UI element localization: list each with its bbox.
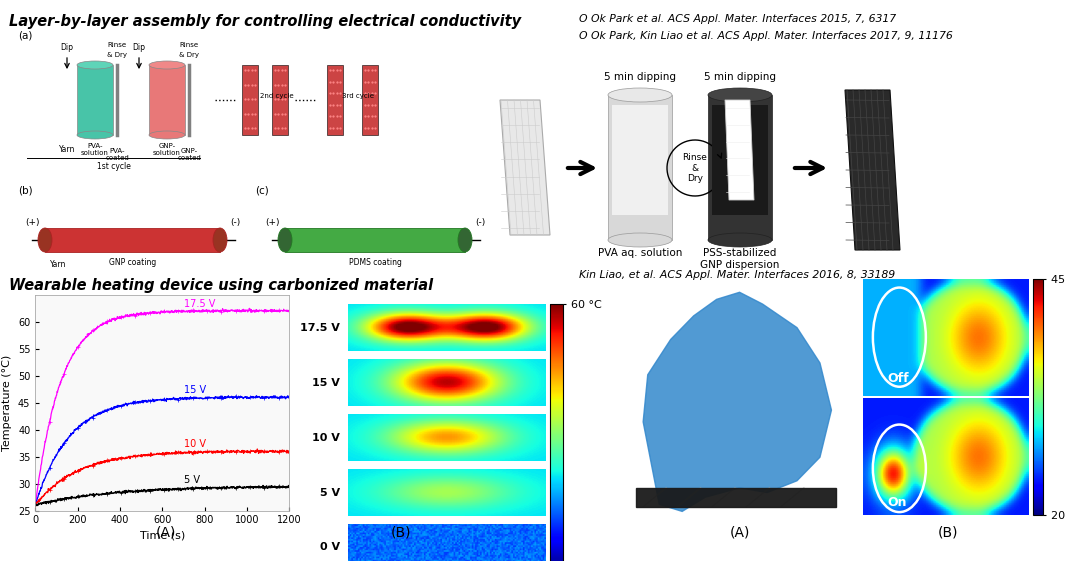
Bar	[612, 105, 668, 215]
Text: Yarn: Yarn	[50, 260, 66, 269]
Ellipse shape	[608, 88, 672, 102]
Polygon shape	[845, 90, 900, 250]
Text: Kin Liao, et al. ACS Appl. Mater. Interfaces 2016, 8, 33189: Kin Liao, et al. ACS Appl. Mater. Interf…	[579, 270, 895, 280]
Y-axis label: Temperature (°C): Temperature (°C)	[2, 355, 13, 450]
Text: 15 V: 15 V	[312, 378, 340, 388]
Polygon shape	[725, 100, 754, 200]
Polygon shape	[500, 100, 550, 235]
Ellipse shape	[77, 61, 113, 69]
Bar	[362, 65, 378, 135]
Text: O Ok Park et al. ACS Appl. Mater. Interfaces 2015, 7, 6317: O Ok Park et al. ACS Appl. Mater. Interf…	[579, 14, 896, 24]
Text: Dip: Dip	[132, 43, 145, 52]
Text: (A): (A)	[729, 526, 751, 540]
Text: PVA-
solution: PVA- solution	[81, 143, 109, 156]
Text: 5 V: 5 V	[184, 475, 200, 485]
Ellipse shape	[150, 61, 185, 69]
Polygon shape	[643, 292, 831, 512]
Text: 17.5 V: 17.5 V	[184, 298, 215, 309]
Text: Rinse
&
Dry: Rinse & Dry	[682, 153, 707, 183]
Ellipse shape	[608, 233, 672, 247]
Polygon shape	[637, 488, 836, 507]
Text: PVA-
coated: PVA- coated	[105, 148, 129, 161]
Text: (B): (B)	[390, 526, 411, 540]
Ellipse shape	[77, 131, 113, 139]
Text: (-): (-)	[230, 218, 240, 227]
FancyBboxPatch shape	[77, 65, 113, 135]
Bar	[712, 105, 768, 215]
FancyBboxPatch shape	[708, 95, 772, 240]
Text: 0 V: 0 V	[320, 542, 340, 553]
Text: PDMS coating: PDMS coating	[348, 258, 402, 267]
Text: GNP coating: GNP coating	[109, 258, 157, 267]
Bar	[327, 65, 343, 135]
Text: (c): (c)	[255, 185, 269, 195]
Text: O Ok Park, Kin Liao et al. ACS Appl. Mater. Interfaces 2017, 9, 11176: O Ok Park, Kin Liao et al. ACS Appl. Mat…	[579, 31, 953, 41]
X-axis label: Time (s): Time (s)	[140, 531, 185, 541]
Text: & Dry: & Dry	[179, 52, 199, 58]
Bar	[272, 65, 288, 135]
Text: (B): (B)	[938, 526, 959, 540]
Text: 5 min dipping: 5 min dipping	[704, 72, 776, 82]
Text: 5 V: 5 V	[320, 488, 340, 498]
Ellipse shape	[150, 131, 185, 139]
Ellipse shape	[708, 88, 772, 102]
Text: 10 V: 10 V	[312, 433, 340, 443]
Text: Rinse: Rinse	[108, 42, 127, 48]
Text: 5 min dipping: 5 min dipping	[604, 72, 676, 82]
Text: Yarn: Yarn	[59, 145, 75, 154]
Ellipse shape	[38, 228, 52, 252]
Text: Off: Off	[888, 371, 909, 384]
Text: 1st cycle: 1st cycle	[97, 162, 131, 171]
Text: (+): (+)	[265, 218, 279, 227]
Text: 3rd cycle: 3rd cycle	[342, 93, 374, 99]
Ellipse shape	[708, 233, 772, 247]
Ellipse shape	[213, 228, 227, 252]
Text: (b): (b)	[18, 185, 33, 195]
Text: Wearable heating device using carbonized material: Wearable heating device using carbonized…	[9, 278, 433, 293]
Text: PVA aq. solution: PVA aq. solution	[598, 248, 682, 258]
Text: 2nd cycle: 2nd cycle	[260, 93, 294, 99]
Bar	[285, 228, 465, 252]
Text: Dip: Dip	[61, 43, 74, 52]
Text: On: On	[888, 496, 908, 509]
Text: GNP-
coated: GNP- coated	[177, 148, 201, 161]
Text: GNP-
solution: GNP- solution	[153, 143, 180, 156]
Text: Layer-by-layer assembly for controlling electrical conductivity: Layer-by-layer assembly for controlling …	[9, 14, 521, 29]
Bar	[242, 65, 258, 135]
Text: & Dry: & Dry	[107, 52, 127, 58]
Text: (A): (A)	[155, 526, 176, 540]
Text: PSS-stabilized
GNP dispersion: PSS-stabilized GNP dispersion	[701, 248, 780, 270]
Text: (-): (-)	[475, 218, 485, 227]
Text: 15 V: 15 V	[184, 385, 206, 395]
Text: 17.5 V: 17.5 V	[300, 323, 340, 333]
Text: 10 V: 10 V	[184, 439, 205, 449]
FancyBboxPatch shape	[150, 65, 185, 135]
FancyBboxPatch shape	[608, 95, 672, 240]
Text: (+): (+)	[25, 218, 40, 227]
Text: (a): (a)	[18, 30, 32, 40]
Ellipse shape	[458, 228, 472, 252]
Bar	[45, 228, 220, 252]
Ellipse shape	[278, 228, 292, 252]
Text: Rinse: Rinse	[179, 42, 199, 48]
